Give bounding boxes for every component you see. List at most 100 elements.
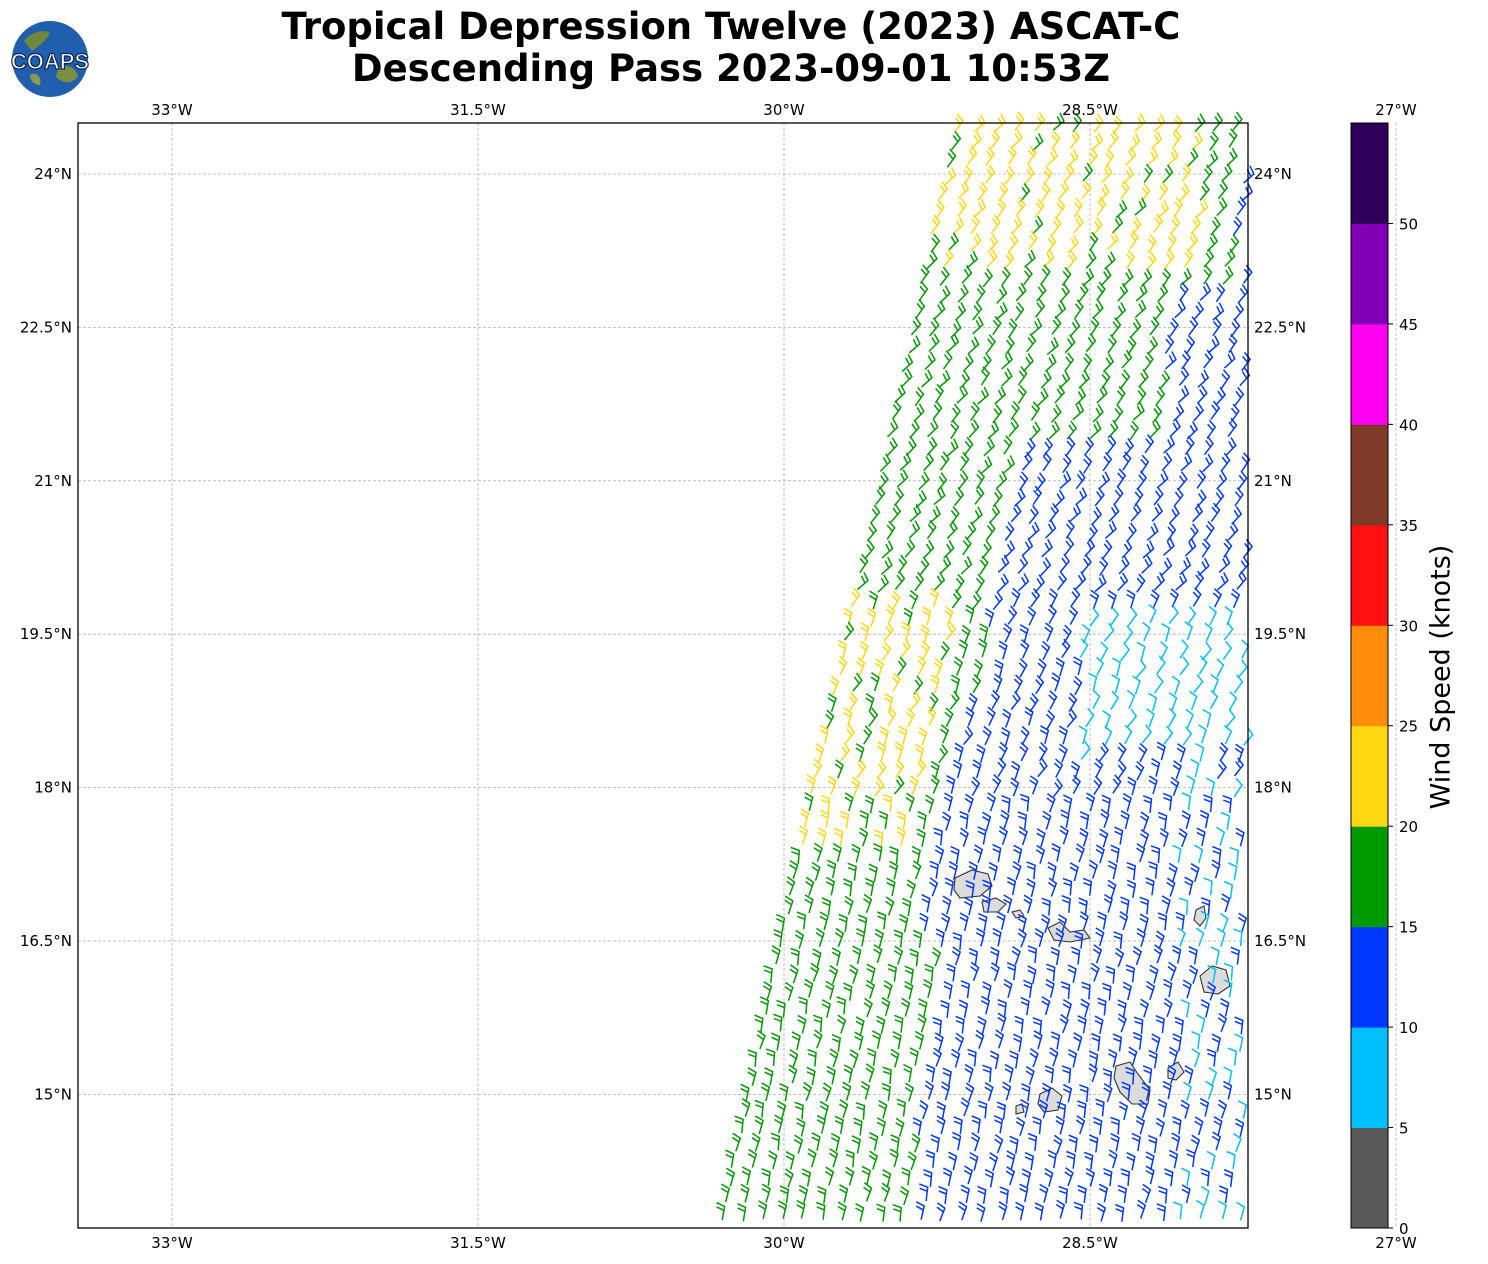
wind-barb — [943, 981, 953, 1000]
wind-barb — [1146, 708, 1155, 728]
wind-barb — [1179, 182, 1190, 202]
wind-barb — [901, 368, 913, 388]
wind-barb — [984, 1082, 994, 1102]
wind-barb — [844, 724, 856, 744]
wind-barb — [1069, 129, 1081, 149]
wind-barb — [815, 927, 825, 947]
wind-barb — [1234, 743, 1244, 763]
wind-barb — [939, 266, 950, 286]
wind-barb — [891, 590, 901, 611]
wind-barb — [995, 470, 1008, 490]
wind-barb — [1190, 1134, 1201, 1154]
wind-barb — [893, 929, 904, 948]
wind-barb — [1228, 128, 1238, 148]
wind-barb — [1154, 674, 1164, 694]
wind-barb — [970, 1132, 981, 1152]
wind-barb — [777, 1100, 787, 1120]
wind-barb — [1237, 470, 1248, 490]
wind-barb — [1090, 962, 1100, 982]
wind-barb — [1067, 234, 1079, 254]
wind-barb — [1051, 315, 1062, 335]
wind-barb — [1006, 876, 1017, 896]
wind-barb — [894, 741, 904, 761]
wind-barb — [1096, 1202, 1107, 1222]
wind-barb — [864, 795, 875, 814]
wind-barb — [970, 401, 980, 421]
wind-barb — [831, 947, 841, 966]
wind-barb — [984, 608, 995, 628]
wind-barb — [1149, 316, 1160, 336]
wind-barb — [960, 556, 973, 575]
wind-barb — [1168, 692, 1178, 712]
wind-barb — [1112, 1033, 1123, 1052]
wind-barb — [789, 859, 799, 880]
wind-barb — [1141, 1082, 1151, 1101]
wind-barb — [1066, 420, 1078, 440]
wind-barb — [802, 1081, 813, 1102]
wind-barb — [1113, 931, 1123, 950]
wind-barb — [1234, 1016, 1244, 1035]
wind-barb — [801, 1168, 812, 1187]
wind-barb — [977, 386, 990, 405]
wind-barb — [1159, 370, 1171, 390]
wind-barb — [1128, 133, 1141, 152]
wind-barb — [1147, 336, 1159, 355]
wind-barb — [889, 860, 899, 880]
wind-barb — [1217, 1012, 1228, 1033]
wind-barb — [807, 1048, 817, 1067]
wind-barb — [1023, 979, 1033, 998]
wind-barb — [1007, 145, 1017, 165]
wind-barb — [784, 1168, 794, 1188]
wind-barb — [1153, 572, 1166, 591]
wind-barb — [1234, 1033, 1244, 1052]
wind-barb — [1015, 1116, 1026, 1136]
wind-barb — [820, 794, 831, 813]
wind-barb — [1034, 112, 1046, 132]
wind-barb — [1000, 809, 1010, 829]
wind-barb — [1064, 352, 1075, 372]
wind-barb — [1003, 623, 1013, 643]
wind-barb — [1225, 437, 1237, 456]
wind-barb — [990, 214, 1001, 234]
wind-barb — [1197, 557, 1210, 577]
wind-barb — [1184, 435, 1195, 455]
wind-barb — [761, 1082, 771, 1102]
wind-barb — [1111, 657, 1122, 677]
wind-barb — [784, 895, 794, 915]
wind-barb — [1104, 251, 1116, 270]
wind-barb — [1051, 130, 1061, 151]
wind-barb — [886, 520, 896, 540]
wind-barbs — [716, 111, 1255, 1222]
wind-barb — [907, 1151, 917, 1171]
wind-barb — [1003, 978, 1013, 998]
wind-barb — [909, 1047, 919, 1066]
wind-barb — [1167, 232, 1177, 252]
wind-barb — [1180, 1099, 1190, 1119]
wind-barb — [1092, 944, 1103, 964]
wind-barb — [1109, 607, 1120, 627]
wind-barb — [1018, 826, 1028, 846]
wind-barb — [1232, 216, 1243, 236]
wind-barb — [813, 842, 823, 862]
wind-barb — [867, 607, 877, 627]
wind-barb — [1196, 198, 1209, 218]
wind-barb — [1114, 826, 1124, 845]
wind-barb — [1116, 760, 1127, 780]
wind-barb — [897, 554, 908, 574]
wind-barb — [1138, 1099, 1148, 1119]
wind-barb — [996, 285, 1008, 304]
wind-barb — [1027, 945, 1038, 964]
wind-barb — [1195, 1199, 1205, 1219]
wind-barb — [1070, 760, 1081, 781]
wind-barb — [1034, 928, 1044, 948]
wind-barb — [1179, 267, 1192, 287]
wind-barb — [1056, 1101, 1067, 1120]
wind-barb — [1108, 129, 1119, 149]
wind-barb — [775, 913, 786, 933]
wind-barb — [1077, 1100, 1087, 1119]
wind-barb — [975, 284, 986, 304]
wind-barb — [1058, 180, 1070, 200]
wind-barb — [1155, 930, 1165, 950]
wind-barb — [1138, 368, 1149, 388]
wind-barb — [1045, 709, 1056, 730]
